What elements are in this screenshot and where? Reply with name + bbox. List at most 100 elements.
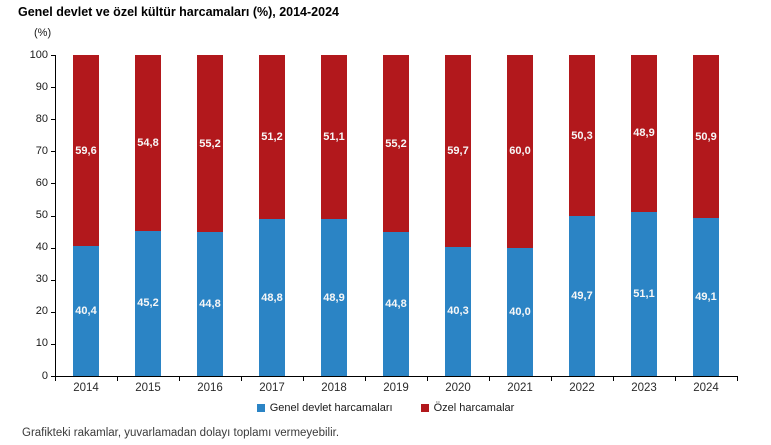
bar-segment-genel-devlet: 45,2 xyxy=(135,230,161,376)
y-tick-mark xyxy=(51,87,55,89)
x-tick-mark xyxy=(117,377,118,381)
x-tick-mark xyxy=(489,377,490,381)
bar-value-label: 50,3 xyxy=(571,129,593,142)
legend-label: Genel devlet harcamaları xyxy=(269,402,393,414)
bar-segment-genel-devlet: 44,8 xyxy=(383,232,409,376)
bar-segment-ozel: 51,1 xyxy=(321,55,347,220)
bar-segment-genel-devlet: 49,7 xyxy=(569,216,595,376)
footnote: Grafikteki rakamlar, yuvarlamadan dolayı… xyxy=(22,427,340,439)
x-axis-category-label: 2018 xyxy=(321,382,347,394)
y-tick-label: 30 xyxy=(35,273,48,286)
x-tick-mark xyxy=(737,377,738,381)
bar-segment-ozel: 54,8 xyxy=(135,55,161,231)
y-tick-label: 80 xyxy=(35,112,48,125)
bar-value-label: 48,9 xyxy=(633,127,655,140)
y-tick-label: 60 xyxy=(35,176,48,189)
y-tick-label: 50 xyxy=(35,209,48,221)
y-tick-mark xyxy=(51,376,55,377)
bar-value-label: 50,9 xyxy=(695,130,717,143)
bar-value-label: 44,8 xyxy=(199,298,221,311)
bar-value-label: 49,7 xyxy=(571,290,593,303)
legend-color-marker-icon xyxy=(256,404,265,412)
bar-segment-ozel: 55,2 xyxy=(197,55,223,233)
y-tick-label: 100 xyxy=(29,48,48,61)
y-tick-mark xyxy=(51,119,55,121)
bar-value-label: 55,2 xyxy=(199,137,221,150)
bar-value-label: 40,4 xyxy=(75,305,97,318)
bar-value-label: 51,2 xyxy=(261,131,283,144)
bar-segment-ozel: 50,3 xyxy=(569,55,595,217)
legend-item: Özel harcamalar xyxy=(420,402,515,414)
x-tick-mark xyxy=(303,377,304,381)
x-axis-category-label: 2023 xyxy=(631,382,657,394)
y-tick-label: 40 xyxy=(35,241,48,254)
x-axis-category-label: 2022 xyxy=(569,382,595,394)
x-tick-mark xyxy=(179,377,180,381)
bar-segment-ozel: 51,2 xyxy=(259,55,285,220)
bar-value-label: 51,1 xyxy=(633,287,655,300)
x-tick-mark xyxy=(365,377,366,381)
x-axis-category-label: 2016 xyxy=(197,382,223,394)
bar-segment-ozel: 50,9 xyxy=(693,55,719,219)
legend-item: Genel devlet harcamaları xyxy=(256,402,393,414)
plot-area xyxy=(55,55,738,377)
bar-value-label: 49,1 xyxy=(695,291,717,304)
y-tick-mark xyxy=(51,151,55,153)
x-axis-category-label: 2024 xyxy=(693,382,719,394)
bar-segment-genel-devlet: 40,3 xyxy=(445,246,471,376)
x-axis-category-label: 2015 xyxy=(135,382,161,394)
bar-segment-genel-devlet: 49,1 xyxy=(693,218,719,376)
bar-value-label: 48,8 xyxy=(261,291,283,304)
x-tick-mark xyxy=(55,377,56,381)
y-tick-label: 70 xyxy=(35,144,48,157)
x-axis-category-label: 2014 xyxy=(73,382,99,394)
y-tick-label: 10 xyxy=(35,337,48,350)
chart-title: Genel devlet ve özel kültür harcamaları … xyxy=(18,5,339,19)
y-tick-mark xyxy=(51,183,55,185)
bar-value-label: 55,2 xyxy=(385,137,407,150)
bar-segment-ozel: 59,6 xyxy=(73,55,99,247)
bar-value-label: 51,1 xyxy=(323,131,345,143)
x-tick-mark xyxy=(241,377,242,381)
x-tick-mark xyxy=(427,377,428,381)
bar-value-label: 48,9 xyxy=(323,291,345,304)
x-tick-mark xyxy=(613,377,614,381)
bar-segment-genel-devlet: 44,8 xyxy=(197,232,223,376)
y-tick-mark xyxy=(51,279,55,281)
bar-value-label: 54,8 xyxy=(137,136,159,149)
y-axis-unit-label: (%) xyxy=(34,27,52,39)
y-tick-mark xyxy=(51,215,55,217)
bar-segment-genel-devlet: 51,1 xyxy=(631,211,657,376)
y-tick-label: 90 xyxy=(35,80,48,93)
bar-segment-ozel: 48,9 xyxy=(631,55,657,212)
bar-value-label: 59,6 xyxy=(75,144,97,157)
bar-segment-genel-devlet: 40,4 xyxy=(73,246,99,376)
bar-segment-ozel: 60,0 xyxy=(507,55,533,248)
legend: Genel devlet harcamaları Özel harcamalar xyxy=(0,402,771,414)
x-tick-mark xyxy=(675,377,676,381)
bar-value-label: 45,2 xyxy=(137,297,159,310)
y-tick-mark xyxy=(51,343,55,345)
bar-segment-genel-devlet: 40,0 xyxy=(507,247,533,376)
y-tick-mark xyxy=(51,311,55,313)
bar-value-label: 40,0 xyxy=(509,305,531,318)
legend-label: Özel harcamalar xyxy=(433,402,515,414)
y-tick-label: 20 xyxy=(35,305,48,318)
bar-value-label: 60,0 xyxy=(509,145,531,158)
bar-value-label: 59,7 xyxy=(447,144,469,157)
x-tick-mark xyxy=(551,377,552,381)
x-axis-category-label: 2021 xyxy=(507,382,533,394)
bar-segment-ozel: 55,2 xyxy=(383,55,409,233)
x-axis-category-label: 2020 xyxy=(445,382,471,394)
bar-segment-genel-devlet: 48,8 xyxy=(259,219,285,376)
y-tick-label: 0 xyxy=(41,369,48,382)
y-tick-mark xyxy=(51,55,55,56)
bar-value-label: 44,8 xyxy=(385,298,407,311)
x-axis-category-label: 2017 xyxy=(259,382,285,394)
bar-value-label: 40,3 xyxy=(447,305,469,318)
bar-segment-genel-devlet: 48,9 xyxy=(321,219,347,376)
y-tick-mark xyxy=(51,247,55,249)
bar-segment-ozel: 59,7 xyxy=(445,55,471,247)
x-axis-category-label: 2019 xyxy=(383,382,409,394)
